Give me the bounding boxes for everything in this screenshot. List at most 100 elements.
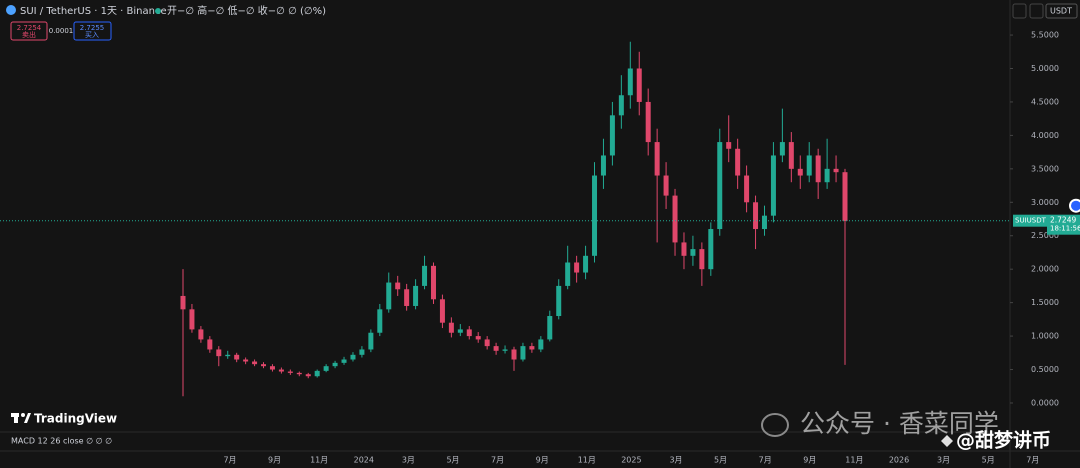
- candle-body: [538, 339, 544, 350]
- y-tick-label: 5.0000: [1031, 64, 1059, 73]
- watermark2: @甜梦讲币: [956, 429, 1051, 452]
- candle-body: [708, 229, 714, 270]
- buy-label: 买入: [85, 31, 99, 39]
- y-tick-label: 2.0000: [1031, 265, 1059, 274]
- x-tick-label: 5月: [446, 456, 459, 465]
- candle-body: [422, 265, 428, 286]
- candle-body: [788, 142, 794, 169]
- candle-body: [583, 255, 589, 273]
- countdown: 18:11:56: [1050, 225, 1080, 233]
- y-tick-label: 5.5000: [1031, 31, 1059, 40]
- x-tick-label: 7月: [759, 456, 772, 465]
- candle-body: [690, 249, 696, 256]
- candle-body: [493, 346, 499, 351]
- candle-body: [404, 289, 410, 306]
- symbol-tag: SUIUSDT: [1015, 217, 1047, 225]
- candle-body: [770, 155, 776, 216]
- ohlc-legend: 开−∅ 高−∅ 低−∅ 收−∅ ∅ (∅%): [167, 4, 326, 17]
- candle-body: [735, 148, 741, 176]
- candle-body: [395, 282, 401, 290]
- logo-shape: [21, 413, 25, 417]
- symbol-icon: [6, 5, 16, 15]
- candle-body: [189, 309, 195, 330]
- x-tick-label: 3月: [937, 456, 950, 465]
- candle-body: [797, 168, 803, 176]
- buy-button[interactable]: 2.7255 买入: [73, 21, 112, 41]
- candle-body: [377, 309, 383, 333]
- currency-button[interactable]: [1045, 3, 1078, 19]
- candle-body: [180, 295, 186, 310]
- candle-body: [484, 339, 490, 347]
- currency: USDT: [1050, 7, 1072, 16]
- candle-body: [269, 366, 275, 370]
- y-tick-label: 0.5000: [1031, 365, 1059, 374]
- candle-body: [842, 172, 848, 222]
- last-price-box: [1047, 214, 1080, 235]
- candle-body: [520, 346, 526, 360]
- candle-body: [815, 155, 821, 183]
- refresh-button[interactable]: [1029, 3, 1044, 19]
- candle-body: [717, 142, 723, 230]
- candle-body: [824, 168, 830, 183]
- candle-body: [556, 285, 562, 317]
- scroll-button: [1069, 198, 1080, 213]
- candle-body: [234, 354, 240, 360]
- candle-body: [305, 374, 311, 377]
- candle-body: [296, 372, 302, 375]
- candle-body: [645, 101, 651, 143]
- candle-body: [439, 299, 445, 323]
- brand: TradingView: [34, 412, 117, 426]
- candle-body: [225, 354, 231, 357]
- candle-body: [466, 329, 472, 337]
- x-tick-label: 3月: [669, 456, 682, 465]
- candle-body: [261, 364, 267, 367]
- candle-body: [457, 329, 463, 333]
- y-tick-label: 1.0000: [1031, 332, 1059, 341]
- candle-body: [529, 346, 535, 350]
- sell-label: 卖出: [22, 30, 36, 39]
- x-tick-label: 11月: [310, 456, 328, 465]
- buy-price: 2.7255: [80, 24, 105, 32]
- candle-body: [833, 168, 839, 173]
- logo-shape: [14, 413, 18, 423]
- candle-body: [207, 339, 213, 350]
- candle-body: [502, 349, 508, 351]
- x-tick-label: 9月: [803, 456, 816, 465]
- watermark: 公众号 · 香菜同学: [800, 409, 999, 438]
- sell-button[interactable]: 2.7254 卖出: [10, 21, 48, 41]
- y-tick-label: 2.5000: [1031, 231, 1059, 240]
- x-tick-label: 9月: [536, 456, 549, 465]
- buy-box: [73, 21, 112, 41]
- logo-shape: [24, 413, 31, 423]
- candle-body: [600, 155, 606, 176]
- candle-body: [430, 265, 436, 300]
- candle-body: [332, 362, 338, 367]
- candle-body: [744, 175, 750, 203]
- x-tick-label: 3月: [402, 456, 415, 465]
- status-dot: [155, 8, 161, 14]
- x-tick-label: 7月: [1026, 456, 1039, 465]
- candle-body: [252, 361, 258, 365]
- candle-body: [341, 359, 347, 363]
- x-tick-label: 2026: [889, 456, 909, 465]
- x-tick-label: 11月: [845, 456, 863, 465]
- candle-body: [672, 195, 678, 243]
- x-tick-label: 9月: [268, 456, 281, 465]
- candle-body: [413, 285, 419, 306]
- y-tick-label: 3.0000: [1031, 198, 1059, 207]
- download-button[interactable]: [1012, 3, 1027, 19]
- candle-body: [198, 329, 204, 340]
- x-tick-label: 7月: [491, 456, 504, 465]
- x-tick-label: 2024: [354, 456, 374, 465]
- y-tick-label: 4.0000: [1031, 131, 1059, 140]
- y-tick-label: 1.5000: [1031, 298, 1059, 307]
- candle-body: [574, 262, 580, 273]
- candle-body: [779, 142, 785, 156]
- sell-box: [10, 21, 48, 41]
- candle-body: [475, 336, 481, 340]
- x-tick-label: 5月: [714, 456, 727, 465]
- x-tick-label: 11月: [578, 456, 596, 465]
- indicator-legend: MACD 12 26 close ∅ ∅ ∅: [11, 437, 112, 446]
